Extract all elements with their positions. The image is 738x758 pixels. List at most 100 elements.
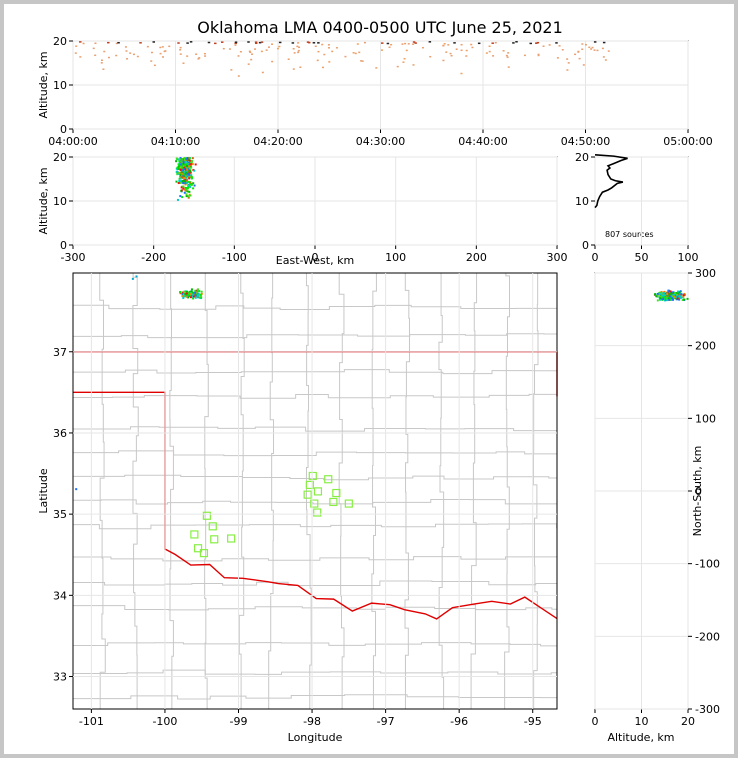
time-height-source <box>607 50 610 52</box>
time-height-source <box>136 55 139 58</box>
ns-altitude-source <box>660 296 663 299</box>
time-height-source <box>515 41 518 43</box>
ew-altitude-source <box>175 157 178 160</box>
ns-altitude-source <box>660 290 663 293</box>
lma-figure: Oklahoma LMA 0400-0500 UTC June 25, 2021… <box>37 18 720 744</box>
ns-altitude-source <box>681 298 684 301</box>
time-height-source <box>380 49 383 51</box>
ns-altitude-source <box>679 290 682 293</box>
time-height-source <box>100 62 103 64</box>
time-height-source <box>237 55 240 57</box>
histogram-ytick-label: 20 <box>575 151 589 164</box>
time-height-source <box>581 43 584 45</box>
time-height-source <box>529 42 533 45</box>
ew-altitude-source <box>187 187 190 190</box>
ns-altitude-source <box>669 298 672 301</box>
time-height-source <box>153 64 156 67</box>
ew-altitude-ylabel: Altitude, km <box>37 167 50 234</box>
time-height-source <box>162 56 165 58</box>
ew-altitude-source <box>182 161 185 164</box>
ew-altitude-source <box>192 187 195 190</box>
ew-altitude-source <box>188 157 191 160</box>
time-height-source <box>247 41 250 43</box>
ew-altitude-source <box>186 157 189 160</box>
time-height-source <box>548 44 551 46</box>
ns-altitude-source <box>667 289 670 292</box>
time-height-xtick-label: 04:30:00 <box>356 135 405 148</box>
time-height-source <box>421 46 424 49</box>
ew-altitude-source <box>177 158 180 161</box>
ew-altitude-source <box>179 175 182 178</box>
ew-altitude-source <box>176 198 179 201</box>
ew-altitude-source <box>186 165 189 168</box>
plan-view-source <box>179 290 182 293</box>
histogram-ytick-label: 0 <box>582 239 589 252</box>
ew-altitude-source <box>187 185 190 188</box>
ew-altitude-source <box>179 173 182 176</box>
county-line <box>371 273 377 709</box>
ns-altitude-source <box>674 296 677 299</box>
ew-altitude-source <box>179 168 182 171</box>
time-height-source <box>344 55 347 58</box>
ns-altitude-source <box>656 295 659 298</box>
ns-altitude-source <box>656 292 659 295</box>
time-height-source <box>555 42 558 44</box>
time-height-source <box>297 51 300 54</box>
ns-altitude-xtick-label: 20 <box>681 715 695 728</box>
time-height-source <box>293 52 296 54</box>
ew-altitude-source <box>186 190 189 193</box>
time-height-source <box>506 56 509 58</box>
time-height-source <box>360 60 363 62</box>
plan-view-source <box>191 293 194 296</box>
county-line <box>73 426 557 432</box>
time-height-source <box>601 47 604 50</box>
time-height-source <box>566 58 569 60</box>
county-line <box>169 273 174 709</box>
ns-altitude-source <box>678 298 681 301</box>
time-height-source <box>485 52 488 54</box>
plan-view-source <box>196 294 199 297</box>
time-height-source <box>455 48 458 50</box>
ew-altitude-source <box>178 177 181 180</box>
ns-altitude-source <box>656 299 659 302</box>
county-line <box>132 273 139 709</box>
ew-altitude-source <box>187 195 190 198</box>
time-height-source <box>405 49 408 52</box>
ns-altitude-source <box>659 297 662 300</box>
time-height-source <box>312 42 316 44</box>
time-height-source <box>556 57 559 59</box>
plan-view-source <box>181 295 184 298</box>
ew-altitude-source <box>187 180 190 183</box>
plan-view-source <box>198 296 201 299</box>
ew-altitude-source <box>190 166 193 169</box>
ew-altitude-source <box>185 170 188 173</box>
time-height-source <box>260 50 263 53</box>
time-height-source <box>197 58 200 60</box>
ew-altitude-source <box>189 161 192 164</box>
time-height-source <box>203 52 206 55</box>
county-line <box>99 273 106 709</box>
ns-altitude-source <box>678 293 681 296</box>
ew-altitude-source <box>186 158 189 161</box>
plan-view-xtick-label: -101 <box>79 715 104 728</box>
ew-altitude-source <box>183 176 186 179</box>
ns-altitude-ytick-label: 200 <box>695 340 716 353</box>
lma-station-marker <box>208 522 217 531</box>
time-height-source <box>298 46 301 49</box>
time-height-ylabel: Altitude, km <box>37 51 50 118</box>
ew-altitude-source <box>179 160 182 163</box>
ew-altitude-source <box>188 190 191 193</box>
plan-view-source <box>193 295 196 298</box>
time-height-source <box>414 42 417 44</box>
ns-altitude-ytick-label: 100 <box>695 412 716 425</box>
ns-altitude-source <box>661 294 664 297</box>
ew-altitude-source <box>185 175 188 178</box>
plan-view-source <box>194 296 197 299</box>
time-height-source <box>335 47 338 49</box>
ew-altitude-source <box>178 158 181 161</box>
ew-altitude-xtick-label: -100 <box>222 251 247 264</box>
time-height-source <box>287 58 290 60</box>
ew-altitude-source <box>185 171 188 174</box>
ns-altitude-source <box>666 291 669 294</box>
ns-altitude-source <box>672 298 675 301</box>
